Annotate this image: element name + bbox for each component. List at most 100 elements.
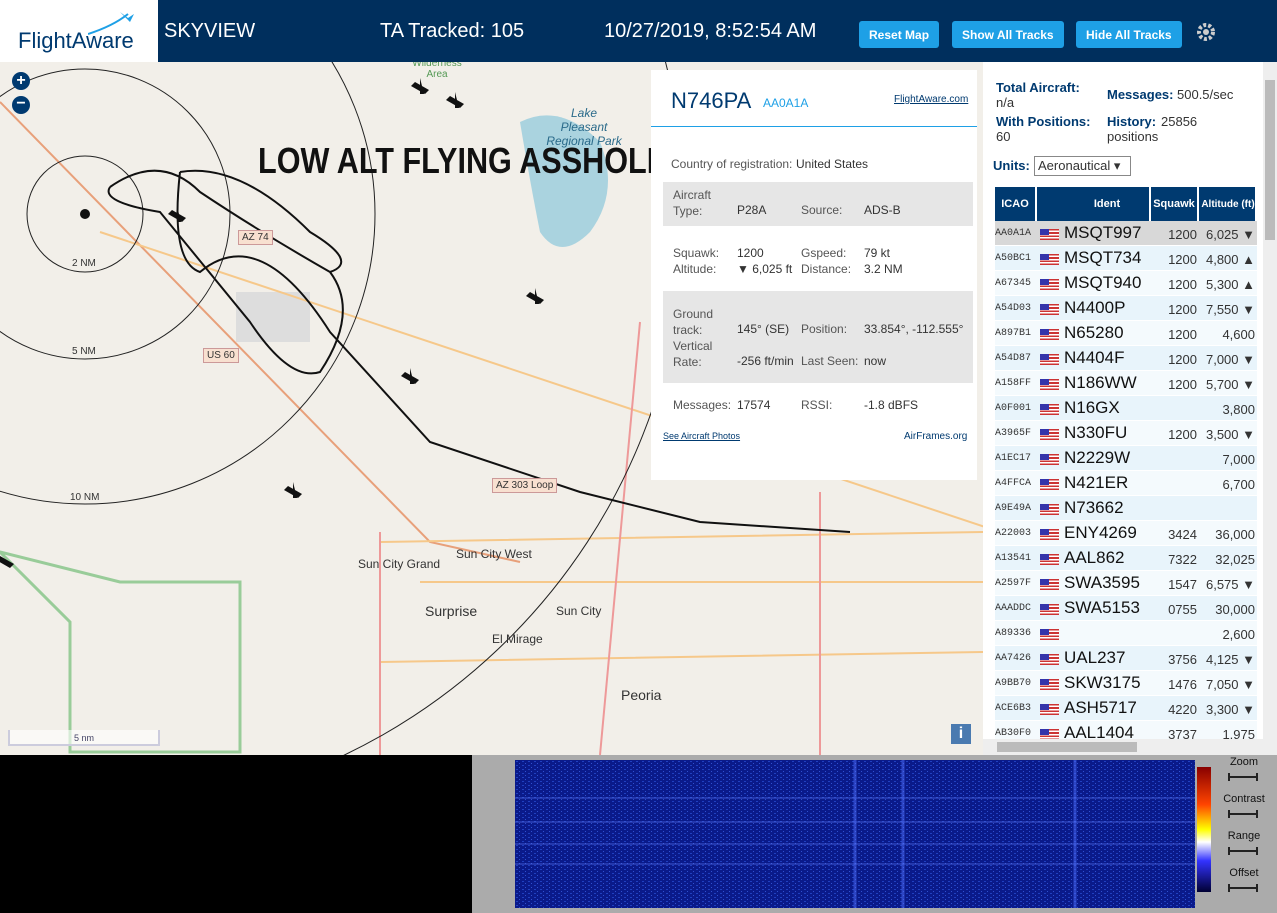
flag <box>1040 654 1059 665</box>
ring-label: 10 NM <box>70 492 100 503</box>
logo: FlightAware <box>18 28 134 53</box>
slider[interactable] <box>1228 773 1258 781</box>
link[interactable]: See Aircraft Photos <box>663 431 741 441</box>
table-row[interactable]: A4FFCA N421ER 6,700 <box>995 471 1257 496</box>
table-row[interactable]: AAADDC SWA5153 0755 30,000 <box>995 596 1257 621</box>
zoom-in[interactable]: + <box>12 72 30 90</box>
ident: N186WW <box>1064 373 1137 392</box>
column-header[interactable]: Squawk <box>1151 187 1199 221</box>
label: With Positions: <box>996 114 1091 129</box>
button[interactable]: Hide All Tracks <box>1076 21 1182 48</box>
info-button[interactable]: i <box>951 724 971 744</box>
table-row[interactable]: AB30F0 AAL1404 3737 1,975 <box>995 721 1257 739</box>
table-row[interactable]: A9BB70 SKW3175 1476 7,050 ▼ <box>995 671 1257 696</box>
table-row[interactable]: A22003 ENY4269 3424 36,000 <box>995 521 1257 546</box>
table-row[interactable]: AA7426 UAL237 3756 4,125 ▼ <box>995 646 1257 671</box>
icao: A22003 <box>995 528 1032 539</box>
column-header[interactable]: Altitude (ft) <box>1201 187 1257 221</box>
label: Total Aircraft: <box>996 80 1080 95</box>
icao: AA7426 <box>995 653 1032 664</box>
altitude: 7,050 ▼ <box>1205 677 1255 692</box>
aircraft-icons <box>0 78 544 568</box>
table-row[interactable]: A13541 AAL862 7322 32,025 <box>995 546 1257 571</box>
zoom-out[interactable]: − <box>12 96 30 114</box>
table-row[interactable]: AA0A1A MSQT997 1200 6,025 ▼ <box>995 221 1257 246</box>
label: Position: <box>801 322 848 336</box>
table-row[interactable]: A1EC17 N2229W 7,000 <box>995 446 1257 471</box>
button[interactable]: Reset Map <box>859 21 940 48</box>
altitude: 2,600 <box>1222 627 1255 642</box>
flag <box>1040 279 1059 290</box>
altitude: 7,000 <box>1222 452 1255 467</box>
value: P28A <box>737 203 767 217</box>
label: Messages: <box>1107 87 1174 102</box>
scrollbar[interactable] <box>1263 62 1277 739</box>
waterfall-panel: Zoom Contrast Range Offset <box>472 755 1277 913</box>
altitude: 4,800 ▲ <box>1205 252 1255 267</box>
icao: A13541 <box>995 553 1032 564</box>
column-header[interactable]: ICAO <box>995 187 1037 221</box>
table-row[interactable]: A54D87 N4404F 1200 7,000 ▼ <box>995 346 1257 371</box>
table-row[interactable]: A897B1 N65280 1200 4,600 <box>995 321 1257 346</box>
altitude: 5,700 ▼ <box>1205 377 1255 392</box>
registration: N746PA <box>671 88 752 113</box>
table-row[interactable]: A2597F SWA3595 1547 6,575 ▼ <box>995 571 1257 596</box>
value: 1200 <box>737 246 764 260</box>
ident: N4400P <box>1064 298 1126 317</box>
slider[interactable] <box>1228 810 1258 818</box>
link[interactable]: AirFrames.org <box>904 431 968 442</box>
value: Aeronautical <box>1038 158 1111 173</box>
ident: SWA5153 <box>1064 598 1140 617</box>
table-row[interactable]: A9E49A N73662 <box>995 496 1257 521</box>
ident: AAL862 <box>1064 548 1125 567</box>
squawk: 1200 <box>1168 352 1197 367</box>
table-row[interactable]: A3965F N330FU 1200 3,500 ▼ <box>995 421 1257 446</box>
altitude: 32,025 <box>1215 552 1255 567</box>
icao: A54D03 <box>995 303 1032 314</box>
flag <box>1040 529 1059 540</box>
squawk: 1200 <box>1168 302 1197 317</box>
settings-icon[interactable] <box>1195 21 1217 43</box>
ident: N73662 <box>1064 498 1124 517</box>
map-label: Peoria <box>621 687 662 703</box>
units-select[interactable]: Aeronautical ▾ <box>1034 156 1131 176</box>
map-label: Lake Pleasant Regional Park <box>546 106 622 148</box>
value: United States <box>796 157 869 171</box>
label: Ground track: <box>673 307 714 337</box>
table-row[interactable]: A0F001 N16GX 3,800 <box>995 396 1257 421</box>
table-row[interactable]: A54D03 N4400P 1200 7,550 ▼ <box>995 296 1257 321</box>
squawk: 1200 <box>1168 327 1197 342</box>
flag <box>1040 454 1059 465</box>
table-body: AA0A1A MSQT997 1200 6,025 ▼ A50BC1 MSQT734 120… <box>983 221 1277 739</box>
control-label: Offset <box>1229 867 1259 879</box>
squawk: 0755 <box>1168 602 1197 617</box>
table-row[interactable]: A158FF N186WW 1200 5,700 ▼ <box>995 371 1257 396</box>
logo-icon <box>88 12 134 35</box>
link[interactable]: FlightAware.com <box>894 94 969 105</box>
table-row[interactable]: ACE6B3 ASH5717 4220 3,300 ▼ <box>995 696 1257 721</box>
icao: AB30F0 <box>995 728 1032 739</box>
slider[interactable] <box>1228 884 1258 892</box>
table-row[interactable]: A50BC1 MSQT734 1200 4,800 ▲ <box>995 246 1257 271</box>
slider[interactable] <box>1228 847 1258 855</box>
icao: A67345 <box>995 278 1032 289</box>
table-header: ICAO Ident Squawk Altitude (ft) <box>995 187 1257 221</box>
flag <box>1040 479 1059 490</box>
control-label: Contrast <box>1223 793 1265 805</box>
colorbar <box>1197 767 1211 892</box>
black-panel <box>0 755 472 913</box>
altitude: 4,600 <box>1222 327 1255 342</box>
label: Aircraft Type: <box>673 188 712 218</box>
scrollbar[interactable] <box>983 739 1277 755</box>
altitude: 6,575 ▼ <box>1205 577 1255 592</box>
table-row[interactable]: A67345 MSQT940 1200 5,300 ▲ <box>995 271 1257 296</box>
ident: SWA3595 <box>1064 573 1140 592</box>
label: Vertical Rate: <box>673 339 713 369</box>
flag <box>1040 304 1059 315</box>
table-row[interactable]: A89336 2,600 <box>995 621 1257 646</box>
ident: SKW3175 <box>1064 673 1141 692</box>
button[interactable]: Show All Tracks <box>952 21 1064 48</box>
column-header[interactable]: Ident <box>1065 187 1151 221</box>
controls: Zoom Contrast Range Offset <box>1218 755 1277 913</box>
